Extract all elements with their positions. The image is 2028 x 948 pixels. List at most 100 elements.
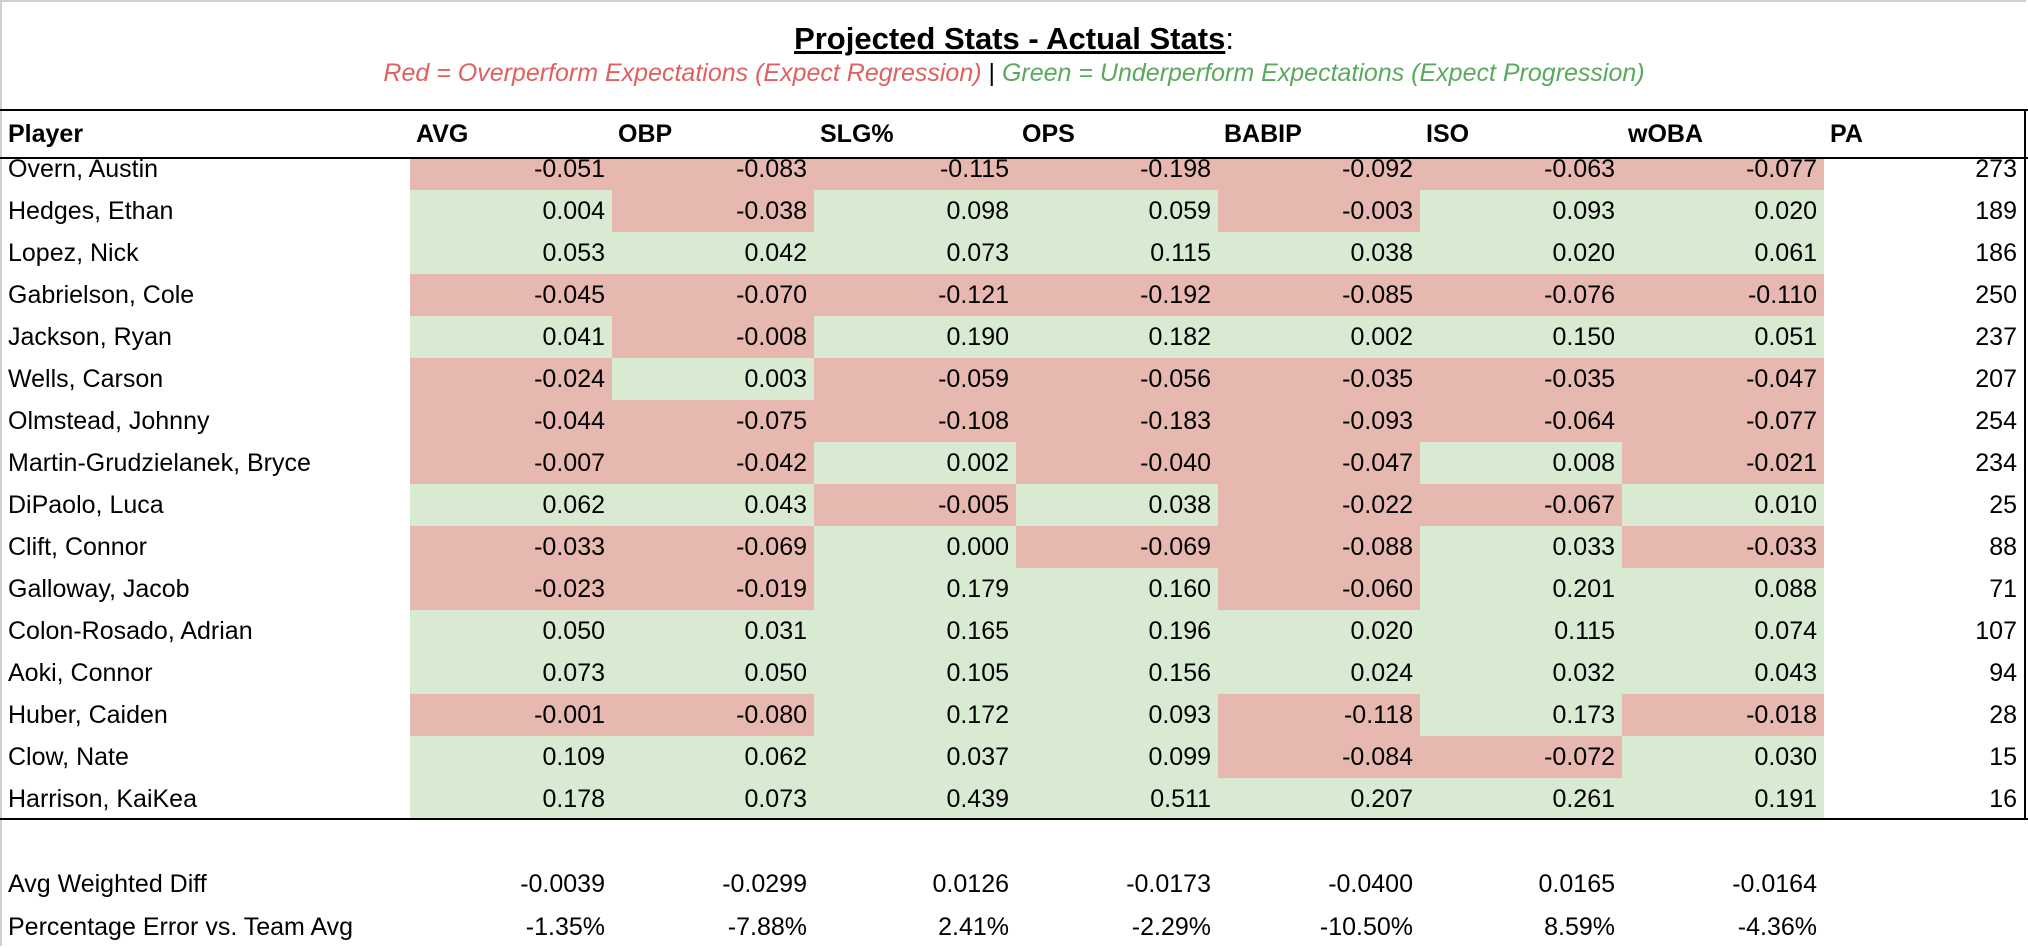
stat-diff-cell-avg[interactable]: -0.045 — [410, 274, 612, 316]
stat-diff-cell-ops[interactable]: 0.099 — [1016, 736, 1218, 778]
stat-diff-cell-avg[interactable]: 0.004 — [410, 190, 612, 232]
stat-diff-cell-slg[interactable]: 0.179 — [814, 568, 1016, 610]
stat-diff-cell-woba[interactable]: 0.010 — [1622, 484, 1824, 526]
stat-diff-cell-iso[interactable]: 0.150 — [1420, 316, 1622, 358]
summary-value-cell[interactable]: 2.41% — [938, 913, 1009, 941]
stat-diff-cell-avg[interactable]: 0.062 — [410, 484, 612, 526]
stat-diff-cell-avg[interactable]: -0.024 — [410, 358, 612, 400]
pa-cell[interactable]: 88 — [1989, 533, 2017, 561]
stat-diff-cell-iso[interactable]: -0.064 — [1420, 400, 1622, 442]
stat-diff-cell-slg[interactable]: 0.000 — [814, 526, 1016, 568]
stat-diff-cell-ops[interactable]: 0.156 — [1016, 652, 1218, 694]
player-name-cell[interactable]: Wells, Carson — [8, 365, 164, 393]
stat-diff-cell-ops[interactable]: 0.038 — [1016, 484, 1218, 526]
pa-cell[interactable]: 250 — [1975, 281, 2017, 309]
pa-cell[interactable]: 28 — [1989, 701, 2017, 729]
summary-value-cell[interactable]: -0.0400 — [1328, 870, 1413, 898]
summary-value-cell[interactable]: -0.0173 — [1126, 870, 1211, 898]
stat-diff-cell-slg[interactable]: -0.115 — [814, 159, 1016, 190]
stat-diff-cell-ops[interactable]: -0.069 — [1016, 526, 1218, 568]
pa-cell[interactable]: 16 — [1989, 785, 2017, 813]
pa-cell[interactable]: 94 — [1989, 659, 2017, 687]
pa-cell[interactable]: 234 — [1975, 449, 2017, 477]
stat-diff-cell-avg[interactable]: 0.109 — [410, 736, 612, 778]
stat-diff-cell-iso[interactable]: 0.020 — [1420, 232, 1622, 274]
stat-diff-cell-babip[interactable]: 0.038 — [1218, 232, 1420, 274]
stat-diff-cell-babip[interactable]: -0.022 — [1218, 484, 1420, 526]
stat-diff-cell-woba[interactable]: -0.047 — [1622, 358, 1824, 400]
stat-diff-cell-slg[interactable]: 0.098 — [814, 190, 1016, 232]
stat-diff-cell-iso[interactable]: -0.067 — [1420, 484, 1622, 526]
stat-diff-cell-slg[interactable]: 0.165 — [814, 610, 1016, 652]
player-name-cell[interactable]: Jackson, Ryan — [8, 323, 172, 351]
stat-diff-cell-babip[interactable]: 0.002 — [1218, 316, 1420, 358]
stat-diff-cell-obp[interactable]: 0.062 — [612, 736, 814, 778]
stat-diff-cell-babip[interactable]: -0.003 — [1218, 190, 1420, 232]
column-header-woba[interactable]: wOBA — [1628, 120, 1703, 148]
stat-diff-cell-babip[interactable]: -0.035 — [1218, 358, 1420, 400]
stat-diff-cell-woba[interactable]: -0.021 — [1622, 442, 1824, 484]
stat-diff-cell-ops[interactable]: 0.093 — [1016, 694, 1218, 736]
player-name-cell[interactable]: Overn, Austin — [8, 159, 159, 183]
stat-diff-cell-avg[interactable]: 0.178 — [410, 778, 612, 820]
stat-diff-cell-slg[interactable]: 0.002 — [814, 442, 1016, 484]
stat-diff-cell-woba[interactable]: -0.033 — [1622, 526, 1824, 568]
stat-diff-cell-obp[interactable]: 0.050 — [612, 652, 814, 694]
pa-cell[interactable]: 71 — [1989, 575, 2017, 603]
stat-diff-cell-avg[interactable]: -0.023 — [410, 568, 612, 610]
stat-diff-cell-iso[interactable]: -0.063 — [1420, 159, 1622, 190]
column-header-ops[interactable]: OPS — [1022, 120, 1075, 148]
stat-diff-cell-iso[interactable]: 0.093 — [1420, 190, 1622, 232]
stat-diff-cell-obp[interactable]: -0.075 — [612, 400, 814, 442]
stat-diff-cell-obp[interactable]: 0.043 — [612, 484, 814, 526]
player-name-cell[interactable]: Gabrielson, Cole — [8, 281, 195, 309]
stat-diff-cell-iso[interactable]: 0.115 — [1420, 610, 1622, 652]
summary-label[interactable]: Avg Weighted Diff — [8, 870, 207, 898]
stat-diff-cell-slg[interactable]: 0.172 — [814, 694, 1016, 736]
stat-diff-cell-avg[interactable]: -0.044 — [410, 400, 612, 442]
stat-diff-cell-ops[interactable]: -0.192 — [1016, 274, 1218, 316]
stat-diff-cell-babip[interactable]: -0.085 — [1218, 274, 1420, 316]
player-name-cell[interactable]: Lopez, Nick — [8, 239, 139, 267]
stat-diff-cell-iso[interactable]: 0.032 — [1420, 652, 1622, 694]
summary-value-cell[interactable]: 0.0165 — [1538, 870, 1615, 898]
stat-diff-cell-babip[interactable]: -0.088 — [1218, 526, 1420, 568]
stat-diff-cell-iso[interactable]: -0.035 — [1420, 358, 1622, 400]
stat-diff-cell-babip[interactable]: -0.093 — [1218, 400, 1420, 442]
stat-diff-cell-slg[interactable]: 0.037 — [814, 736, 1016, 778]
stat-diff-cell-obp[interactable]: 0.073 — [612, 778, 814, 820]
stat-diff-cell-obp[interactable]: -0.019 — [612, 568, 814, 610]
pa-cell[interactable]: 107 — [1975, 617, 2017, 645]
column-header-babip[interactable]: BABIP — [1224, 120, 1302, 148]
stat-diff-cell-avg[interactable]: -0.001 — [410, 694, 612, 736]
player-name-cell[interactable]: Clow, Nate — [8, 743, 129, 771]
summary-label[interactable]: Percentage Error vs. Team Avg — [8, 913, 354, 941]
player-name-cell[interactable]: Aoki, Connor — [8, 659, 153, 687]
pa-cell[interactable]: 189 — [1975, 197, 2017, 225]
stat-diff-cell-avg[interactable]: 0.073 — [410, 652, 612, 694]
stat-diff-cell-obp[interactable]: 0.003 — [612, 358, 814, 400]
stat-diff-cell-babip[interactable]: -0.118 — [1218, 694, 1420, 736]
column-header-player[interactable]: Player — [8, 120, 84, 148]
column-header-pa[interactable]: PA — [1830, 120, 1863, 148]
stat-diff-cell-slg[interactable]: 0.439 — [814, 778, 1016, 820]
stat-diff-cell-avg[interactable]: -0.051 — [410, 159, 612, 190]
summary-value-cell[interactable]: -2.29% — [1131, 913, 1211, 941]
pa-cell[interactable]: 207 — [1975, 365, 2017, 393]
summary-value-cell[interactable]: -10.50% — [1319, 913, 1413, 941]
pa-cell[interactable]: 25 — [1989, 491, 2017, 519]
stat-diff-cell-slg[interactable]: 0.073 — [814, 232, 1016, 274]
pa-cell[interactable]: 237 — [1975, 323, 2017, 351]
stat-diff-cell-iso[interactable]: -0.072 — [1420, 736, 1622, 778]
stat-diff-cell-woba[interactable]: 0.191 — [1622, 778, 1824, 820]
summary-value-cell[interactable]: -0.0164 — [1732, 870, 1817, 898]
stat-diff-cell-iso[interactable]: 0.173 — [1420, 694, 1622, 736]
stat-diff-cell-woba[interactable]: -0.018 — [1622, 694, 1824, 736]
column-header-avg[interactable]: AVG — [416, 120, 469, 148]
stat-diff-cell-ops[interactable]: 0.196 — [1016, 610, 1218, 652]
stat-diff-cell-woba[interactable]: -0.077 — [1622, 159, 1824, 190]
player-name-cell[interactable]: DiPaolo, Luca — [8, 491, 164, 519]
stat-diff-cell-woba[interactable]: 0.051 — [1622, 316, 1824, 358]
stat-diff-cell-woba[interactable]: 0.030 — [1622, 736, 1824, 778]
stat-diff-cell-iso[interactable]: 0.261 — [1420, 778, 1622, 820]
